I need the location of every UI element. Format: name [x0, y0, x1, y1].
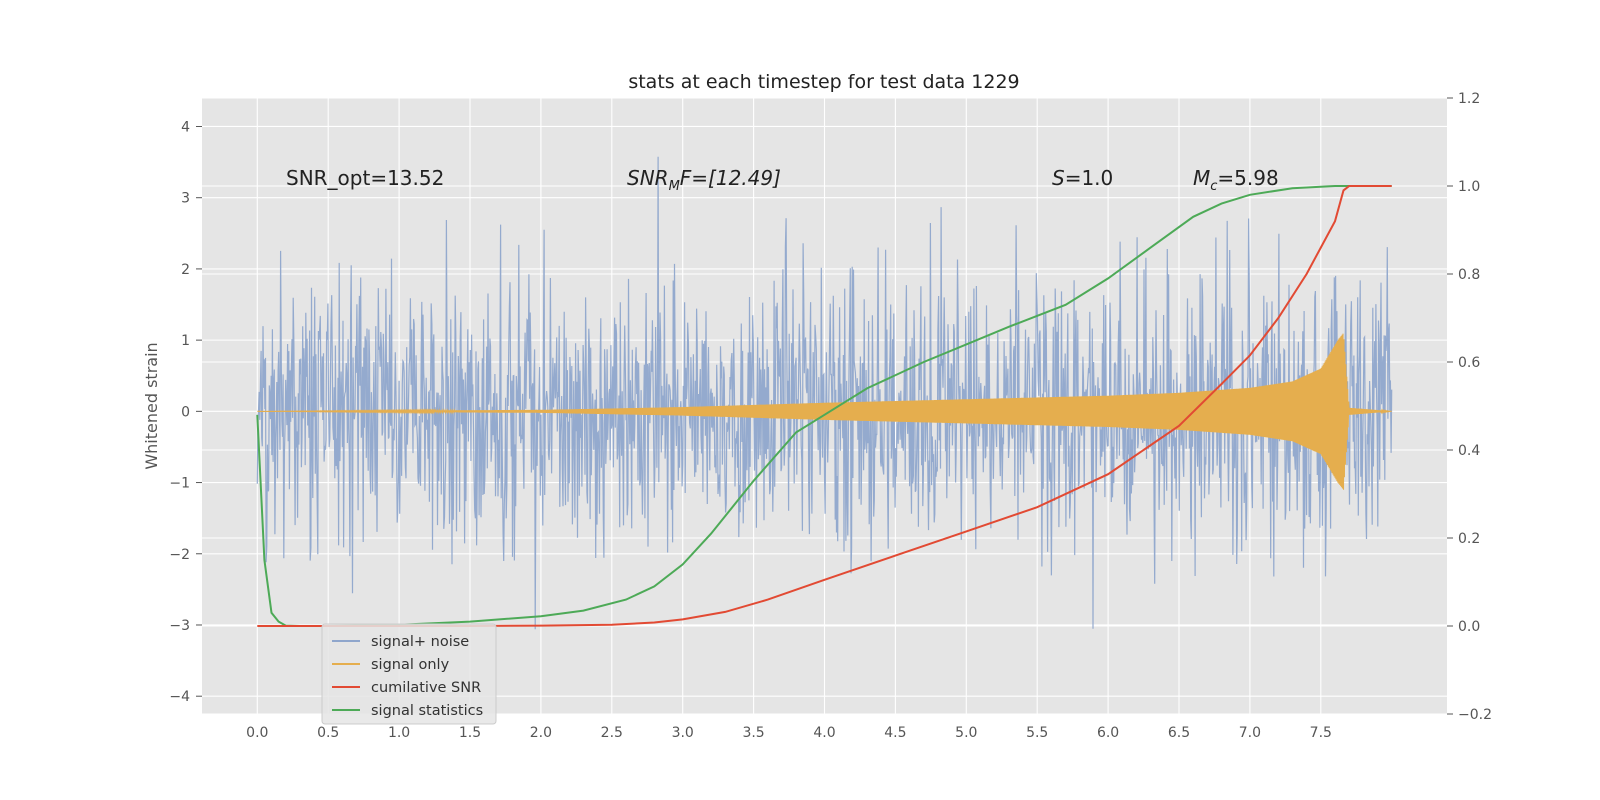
annotation-snr-mf: SNRMF=[12.49] [627, 166, 781, 194]
x-tick-label: 4.5 [884, 725, 906, 741]
y-tick-label: 2 [181, 262, 190, 278]
x-tick-label: 6.0 [1097, 725, 1119, 741]
y2-tick-label: 0.0 [1458, 619, 1480, 635]
signal-noise-line [256, 156, 1393, 630]
x-tick-label: 3.0 [672, 725, 694, 741]
chart-title: stats at each timestep for test data 122… [628, 71, 1019, 93]
legend-label-signal-statistics: signal statistics [371, 703, 483, 719]
x-tick-label: 5.0 [955, 725, 977, 741]
y-tick-label: −1 [169, 476, 190, 492]
signal-only-line [257, 333, 1392, 490]
x-tick-label: 2.5 [601, 725, 623, 741]
x-tick-label: 0.0 [246, 725, 268, 741]
x-tick-label: 2.0 [530, 725, 552, 741]
x-tick-label: 1.0 [388, 725, 410, 741]
legend-label-signal-only: signal only [371, 657, 450, 673]
y2-tick-label: 0.6 [1458, 355, 1480, 371]
y-tick-label: 3 [181, 191, 190, 207]
y2-tick-label: 1.0 [1458, 179, 1480, 195]
cumulative-snr-line [257, 185, 1392, 627]
annotation-mc: Mc=5.98 [1193, 166, 1279, 194]
y-tick-label: −2 [169, 547, 190, 563]
legend-box [321, 623, 497, 725]
y-axis-label: Whitened strain [142, 342, 161, 469]
legend-label-cumulative-snr: cumilative SNR [371, 680, 481, 696]
annotation-s: S=1.0 [1052, 166, 1113, 190]
y2-tick-label: 0.4 [1458, 443, 1480, 459]
x-tick-label: 1.5 [459, 725, 481, 741]
y-tick-label: 4 [181, 119, 190, 135]
legend-label-signal-noise: signal+ noise [371, 634, 469, 650]
axes: 0.0 0.5 1.0 1.5 2.0 2.5 3.0 3.5 4.0 4.5 5.0 5.5 6.0 6… [169, 91, 1492, 741]
y2-tick-label: 1.2 [1458, 91, 1480, 107]
x-tick-label: 7.5 [1310, 725, 1332, 741]
y2-tick-label: −0.2 [1458, 707, 1492, 723]
y-tick-label: 1 [181, 333, 190, 349]
y-tick-label: 0 [181, 404, 190, 420]
x-tick-label: 3.5 [742, 725, 764, 741]
signal-only-series [257, 333, 1392, 490]
x-tick-label: 4.0 [813, 725, 835, 741]
x-tick-label: 7.0 [1239, 725, 1261, 741]
x-tick-label: 6.5 [1168, 725, 1190, 741]
annotation-snr-opt: SNR_opt=13.52 [286, 166, 444, 190]
x-tick-label: 5.5 [1026, 725, 1048, 741]
y-tick-label: −4 [169, 689, 190, 705]
legend: signal+ noise signal only cumilative SNR… [321, 623, 497, 725]
curves [256, 185, 1392, 627]
y2-tick-label: 0.8 [1458, 267, 1480, 283]
x-tick-label: 0.5 [317, 725, 339, 741]
y2-tick-label: 0.2 [1458, 531, 1480, 547]
y-tick-label: −3 [169, 618, 190, 634]
signal-noise-series [256, 156, 1393, 630]
